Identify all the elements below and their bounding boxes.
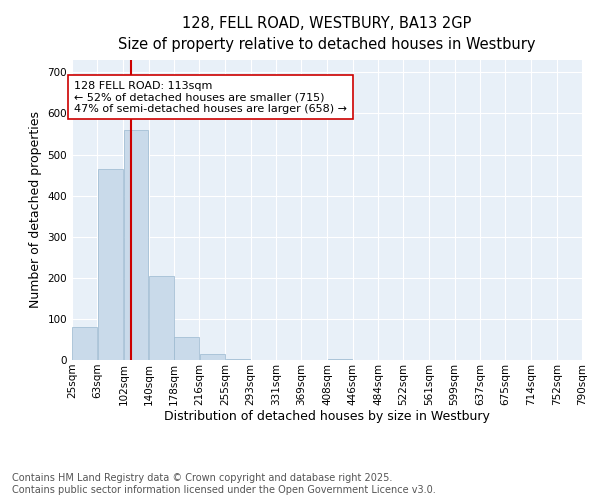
Bar bbox=[175, 338, 199, 360]
Bar bbox=[200, 354, 225, 360]
Bar bbox=[124, 130, 148, 360]
Bar bbox=[98, 169, 123, 360]
Y-axis label: Number of detached properties: Number of detached properties bbox=[29, 112, 42, 308]
Bar bbox=[328, 359, 352, 360]
Bar bbox=[226, 359, 250, 360]
Bar bbox=[149, 276, 173, 360]
Text: Contains HM Land Registry data © Crown copyright and database right 2025.
Contai: Contains HM Land Registry data © Crown c… bbox=[12, 474, 436, 495]
Title: 128, FELL ROAD, WESTBURY, BA13 2GP
Size of property relative to detached houses : 128, FELL ROAD, WESTBURY, BA13 2GP Size … bbox=[118, 16, 536, 52]
X-axis label: Distribution of detached houses by size in Westbury: Distribution of detached houses by size … bbox=[164, 410, 490, 424]
Text: 128 FELL ROAD: 113sqm
← 52% of detached houses are smaller (715)
47% of semi-det: 128 FELL ROAD: 113sqm ← 52% of detached … bbox=[74, 80, 347, 114]
Bar bbox=[73, 327, 97, 360]
